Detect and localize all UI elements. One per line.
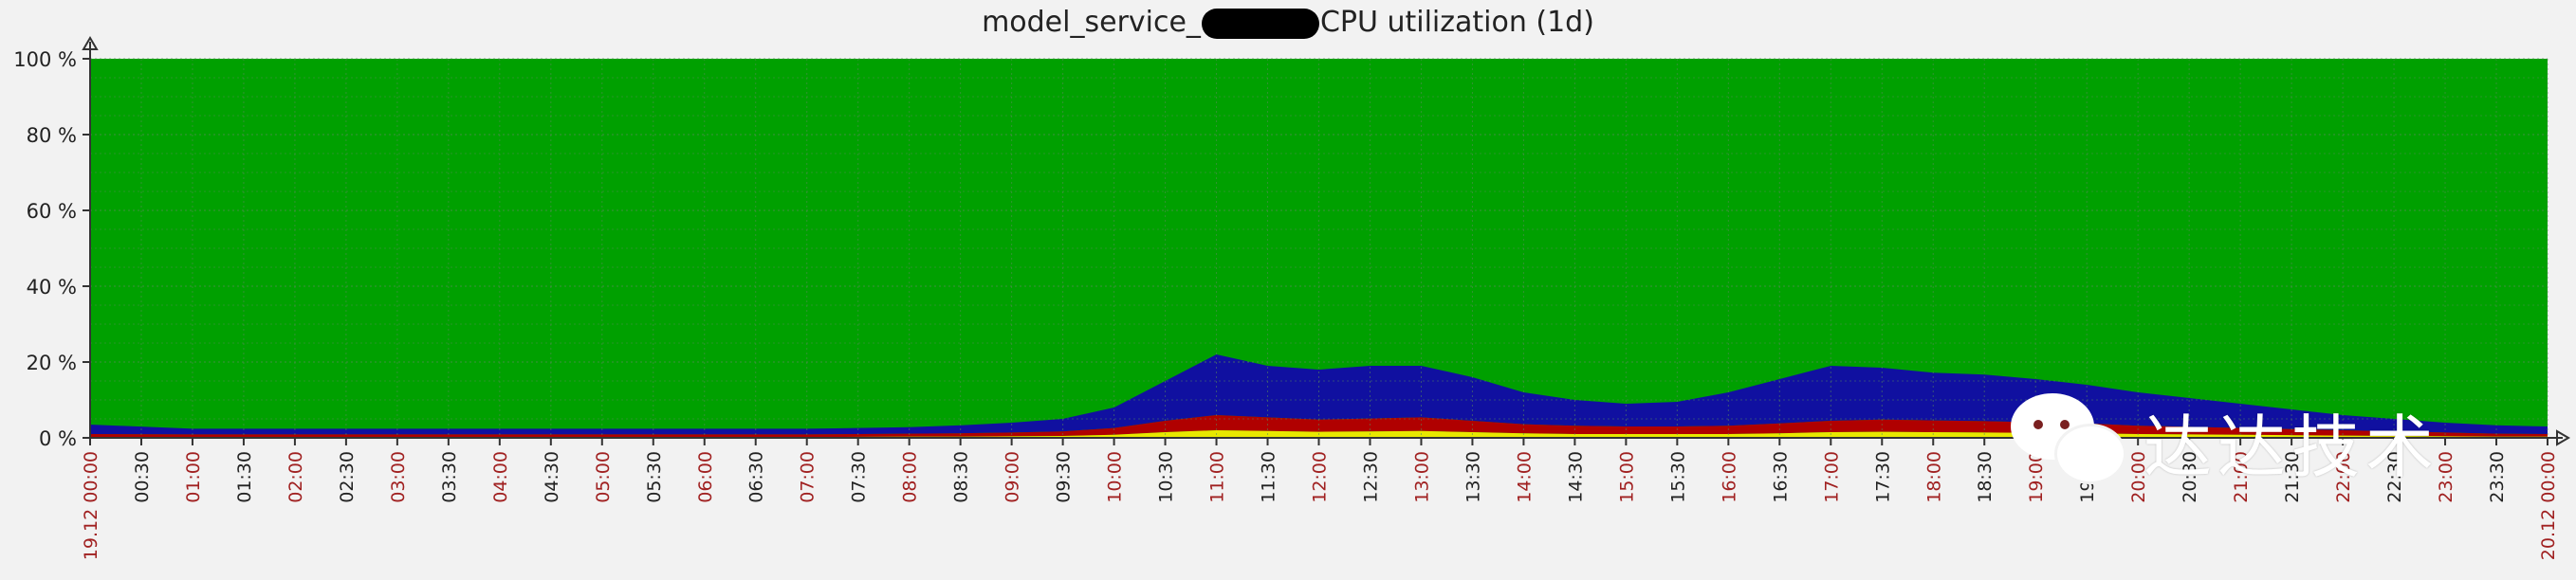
x-tick-label: 05:30 (644, 451, 665, 503)
x-tick-label: 19:00 (2026, 451, 2047, 503)
x-tick-label: 23:00 (2436, 451, 2456, 503)
x-tick-label: 12:00 (1310, 451, 1331, 503)
x-tick-label: 16:30 (1770, 451, 1791, 503)
x-tick-label: 18:30 (1975, 451, 1996, 503)
redaction-bar (1201, 8, 1319, 39)
x-tick-label: 22:30 (2384, 451, 2405, 503)
x-tick-label: 22:00 (2333, 451, 2354, 503)
x-tick-label: 21:00 (2231, 451, 2252, 503)
x-tick-label: 05:00 (593, 451, 614, 503)
x-tick-label: 21:30 (2282, 451, 2303, 503)
y-tick-label: 20 % (27, 352, 77, 374)
x-tick-label: 04:00 (490, 451, 511, 503)
x-tick-label: 14:30 (1565, 451, 1586, 503)
x-tick-label: 09:30 (1054, 451, 1075, 503)
x-tick-label: 17:00 (1821, 451, 1842, 503)
x-tick-label: 01:00 (183, 451, 204, 503)
x-tick-label: 04:30 (542, 451, 562, 503)
y-tick-label: 100 % (13, 48, 77, 71)
x-tick-label: 23:30 (2487, 451, 2508, 503)
chart-title-left: model_service_ (982, 6, 1201, 39)
y-axis-arrow (82, 36, 99, 50)
x-tick-label: 12:30 (1360, 451, 1381, 503)
x-tick-label: 13:00 (1411, 451, 1432, 503)
chart-title: model_service_ CPU utilization (1d) (0, 6, 2576, 39)
x-tick-label: 03:00 (388, 451, 409, 503)
x-tick-label: 01:30 (234, 451, 255, 503)
x-tick-label: 10:30 (1156, 451, 1177, 503)
x-tick-label: 17:30 (1872, 451, 1893, 503)
x-tick-label: 10:00 (1105, 451, 1126, 503)
x-tick-label: 11:00 (1207, 451, 1228, 503)
x-tick-label: 06:00 (695, 451, 716, 503)
wechat-icon (2011, 393, 2126, 488)
watermark: 达达技术 (2011, 389, 2542, 493)
x-tick-label: 11:30 (1259, 451, 1279, 503)
watermark-text: 达达技术 (2144, 407, 2440, 487)
x-tick-label: 20.12 00:00 (2538, 451, 2559, 560)
x-tick-label: 18:00 (1923, 451, 1944, 503)
x-tick-label: 15:00 (1616, 451, 1637, 503)
x-tick-label: 19.12 00:00 (81, 451, 101, 560)
y-tick-label: 60 % (27, 200, 77, 223)
x-tick-label: 02:30 (337, 451, 358, 503)
x-tick-label: 08:30 (951, 451, 972, 503)
x-tick-label: 00:30 (132, 451, 153, 503)
y-tick-label: 40 % (27, 276, 77, 299)
chart-title-right: CPU utilization (1d) (1319, 6, 1594, 39)
x-tick-label: 08:00 (900, 451, 921, 503)
y-tick-label: 80 % (27, 124, 77, 147)
y-tick-label: 0 % (39, 427, 77, 450)
x-tick-label: 06:30 (746, 451, 767, 503)
x-tick-label: 13:30 (1463, 451, 1483, 503)
x-tick-label: 07:00 (798, 451, 819, 503)
x-tick-label: 15:30 (1667, 451, 1688, 503)
x-tick-label: 16:00 (1719, 451, 1739, 503)
x-tick-label: 20:30 (2180, 451, 2200, 503)
x-tick-label: 09:00 (1003, 451, 1023, 503)
x-axis-arrow (2556, 429, 2570, 446)
x-tick-label: 02:00 (285, 451, 306, 503)
x-tick-label: 20:00 (2128, 451, 2149, 503)
x-tick-label: 14:00 (1514, 451, 1535, 503)
x-tick-label: 07:30 (849, 451, 870, 503)
x-tick-label: 03:30 (439, 451, 460, 503)
